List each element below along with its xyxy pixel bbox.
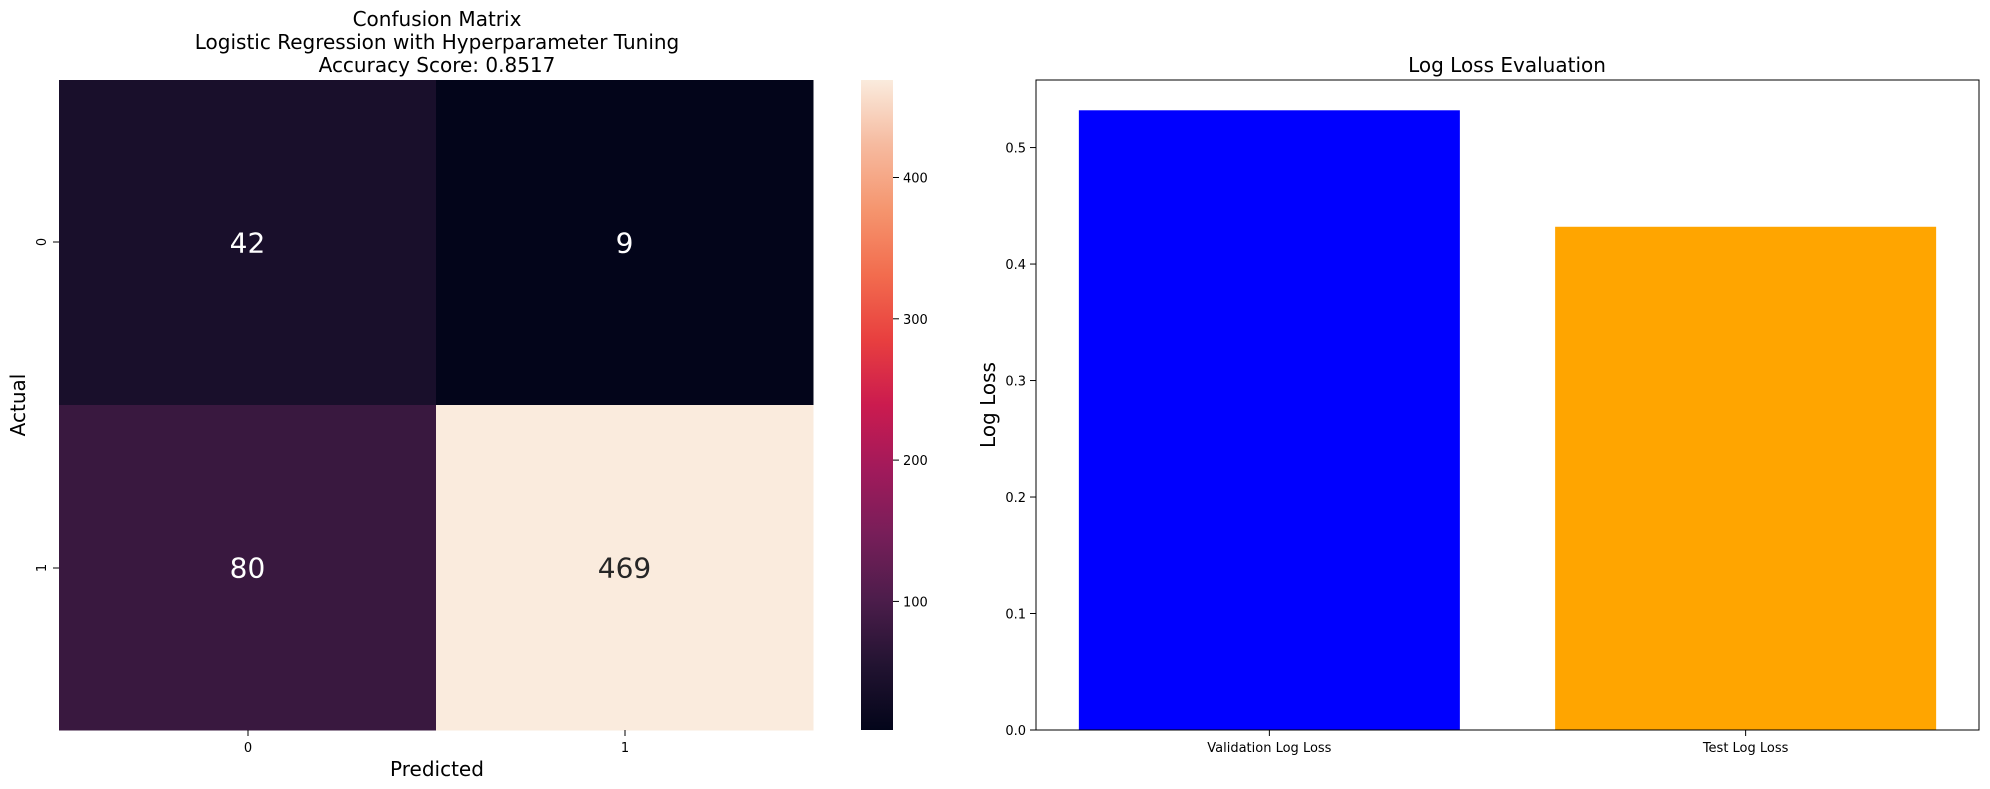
heatmap-annotation-1-0: 80	[230, 552, 266, 585]
bar-chart-frame	[1035, 79, 1980, 731]
bar-series	[1078, 110, 1937, 730]
heatmap-cell-1-1	[436, 405, 814, 731]
colorbar-tick-label-1: 200	[903, 454, 928, 469]
colorbar-tick-label-0: 100	[903, 595, 928, 610]
heatmap-y-tick-label-1: 1	[35, 564, 50, 572]
colorbar-ticks: 100 200 300 400	[893, 172, 928, 610]
bar-x-tick-label-1: Test Log Loss	[1702, 741, 1789, 756]
bar-y-ticks: 0.0 0.1 0.2 0.3 0.4 0.5	[1005, 142, 1036, 739]
heatmap-cells	[59, 80, 814, 731]
heatmap-title-line-1: Confusion Matrix	[353, 7, 522, 31]
heatmap-x-tick-label-0: 0	[244, 741, 252, 756]
bar-y-tick-label-1: 0.1	[1005, 608, 1026, 623]
bar-y-tick-label-4: 0.4	[1005, 258, 1026, 273]
heatmap-annotation-1-1: 469	[598, 552, 651, 585]
bar-1	[1555, 226, 1937, 730]
heatmap-cell-1-0	[59, 405, 437, 731]
heatmap-y-axis-label: Actual	[6, 374, 30, 437]
colorbar-tick-label-2: 300	[903, 313, 928, 328]
log-loss-panel: Log Loss Evaluation 0.0 0.1 0.2 0.3 0.4 0.5 V…	[976, 53, 1980, 756]
heatmap-annotation-0-1: 9	[616, 227, 634, 260]
heatmap-cell-0-1	[436, 80, 814, 406]
bar-x-tick-label-0: Validation Log Loss	[1207, 741, 1331, 756]
heatmap-annotation-0-0: 42	[230, 227, 266, 260]
bar-y-axis-label: Log Loss	[976, 362, 1000, 448]
bar-y-tick-label-5: 0.5	[1005, 142, 1026, 157]
bar-0	[1078, 110, 1460, 730]
heatmap-y-tick-label-0: 0	[35, 238, 50, 246]
heatmap-x-axis-label: Predicted	[390, 757, 484, 781]
bar-y-tick-label-0: 0.0	[1005, 724, 1026, 739]
colorbar-tick-label-3: 400	[903, 172, 928, 187]
heatmap-x-tick-label-1: 1	[621, 741, 629, 756]
bar-chart-title: Log Loss Evaluation	[1408, 53, 1606, 77]
heatmap-title-line-3: Accuracy Score: 0.8517	[319, 53, 556, 77]
bar-x-ticks: Validation Log Loss Test Log Loss	[1207, 730, 1789, 756]
bar-y-tick-label-3: 0.3	[1005, 375, 1026, 390]
heatmap-title-line-2: Logistic Regression with Hyperparameter …	[195, 30, 680, 54]
confusion-matrix-panel: Confusion Matrix Logistic Regression wit…	[6, 7, 928, 781]
heatmap-y-ticks: 0 1	[35, 238, 59, 572]
heatmap-annotations: 42 9 80 469	[230, 227, 652, 585]
bar-y-tick-label-2: 0.2	[1005, 491, 1026, 506]
heatmap-cell-0-0	[59, 80, 437, 406]
heatmap-x-ticks: 0 1	[244, 730, 629, 756]
colorbar	[861, 80, 893, 730]
